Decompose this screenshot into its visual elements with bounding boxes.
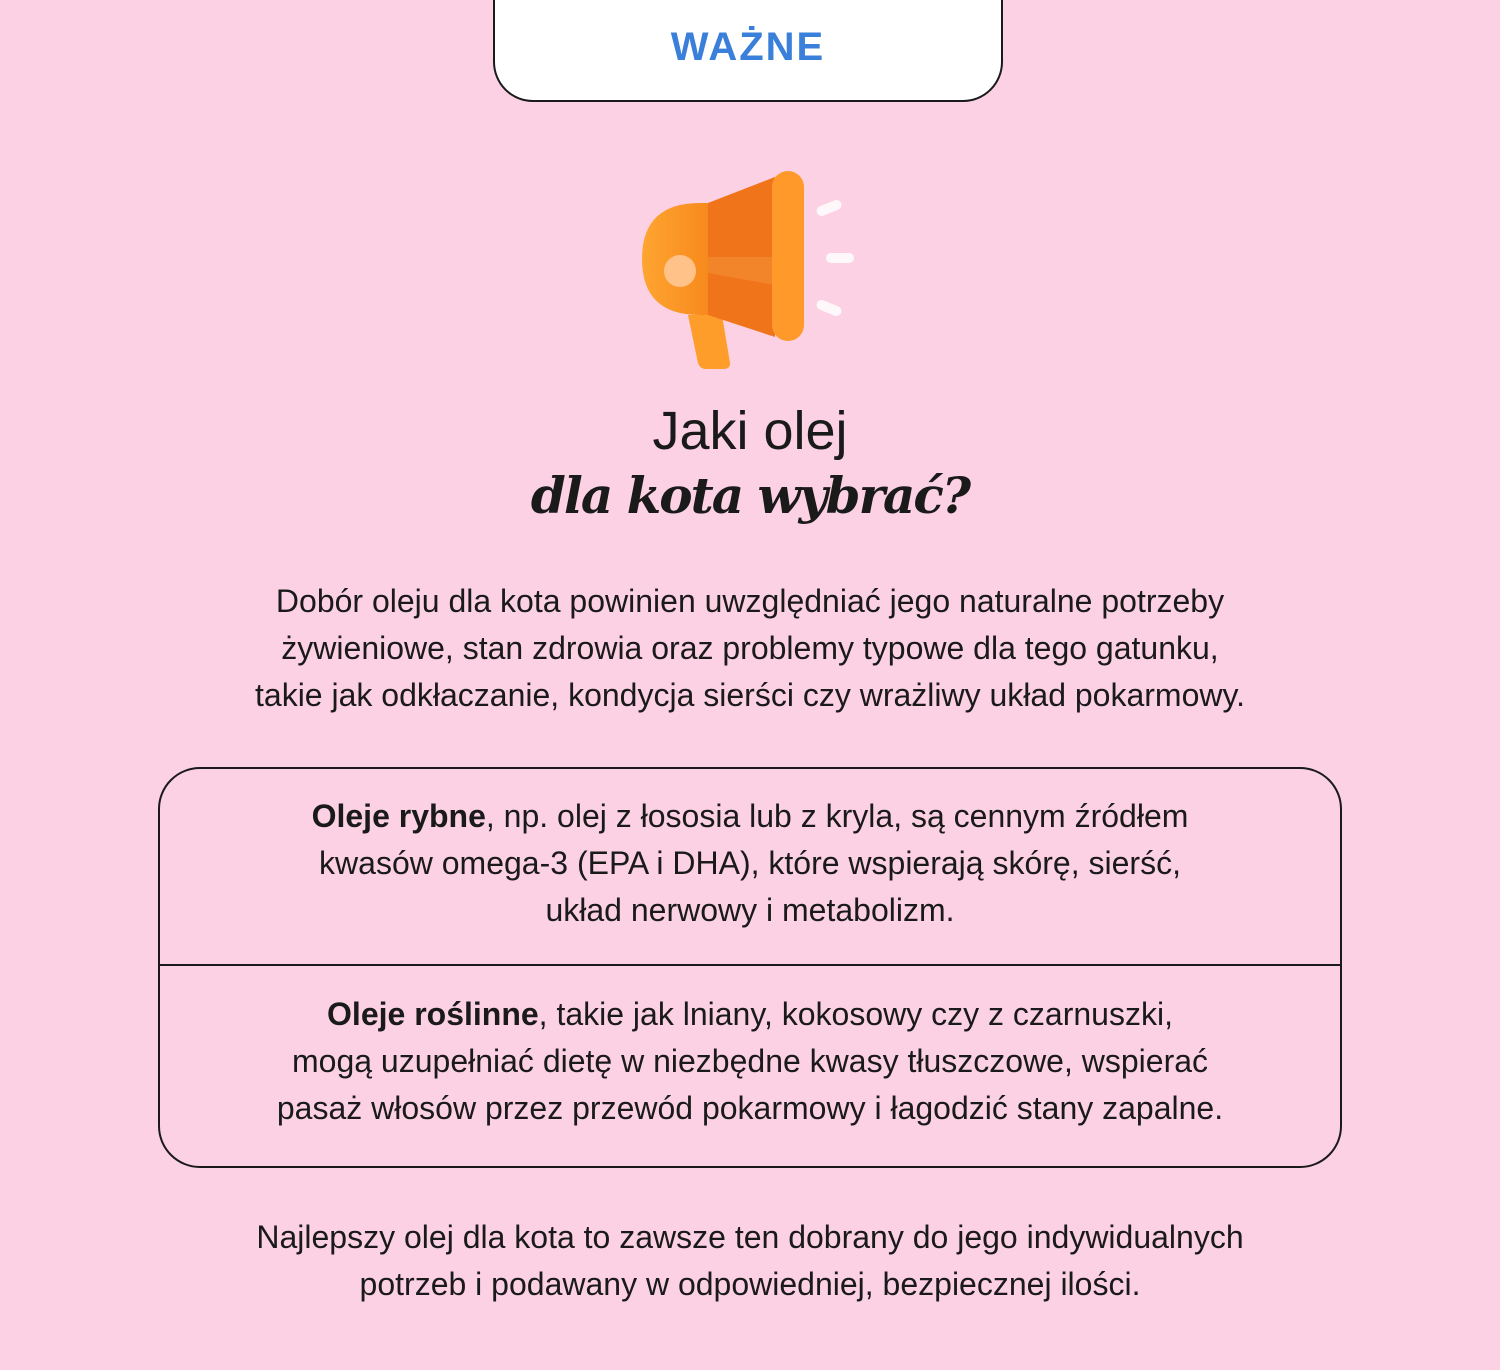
title-line-1: Jaki olej: [652, 401, 848, 461]
divider: [160, 964, 1340, 966]
megaphone-icon: [642, 171, 854, 369]
intro-paragraph: Dobór oleju dla kota powinien uwzględnia…: [0, 578, 1500, 719]
fish-oils-text: , np. olej z łososia lub z kryla, są cen…: [485, 798, 1189, 834]
oil-types-box: Oleje rybne, np. olej z łososia lub z kr…: [158, 767, 1342, 1168]
plant-oils-item: Oleje roślinne, takie jak lniany, kokoso…: [160, 991, 1340, 1132]
plant-oils-text: mogą uzupełniać dietę w niezbędne kwasy …: [291, 1043, 1209, 1079]
intro-line: żywieniowe, stan zdrowia oraz problemy t…: [281, 630, 1219, 666]
plant-oils-heading: Oleje roślinne: [327, 996, 539, 1032]
intro-line: Dobór oleju dla kota powinien uwzględnia…: [275, 583, 1225, 619]
fish-oils-item: Oleje rybne, np. olej z łososia lub z kr…: [160, 793, 1340, 934]
fish-oils-heading: Oleje rybne: [311, 798, 486, 834]
intro-line: takie jak odkłaczanie, kondycja sierści …: [255, 677, 1245, 713]
important-label: WAŻNE: [670, 24, 826, 69]
plant-oils-text: , takie jak lniany, kokosowy czy z czarn…: [538, 996, 1173, 1032]
summary-line: potrzeb i podawany w odpowiedniej, bezpi…: [359, 1266, 1141, 1302]
fish-oils-text: układ nerwowy i metabolizm.: [545, 892, 955, 928]
important-tab: WAŻNE: [493, 0, 1003, 102]
summary-line: Najlepszy olej dla kota to zawsze ten do…: [256, 1219, 1244, 1255]
summary-paragraph: Najlepszy olej dla kota to zawsze ten do…: [0, 1214, 1500, 1308]
title-line-2: dla kota wybrać?: [530, 466, 971, 525]
plant-oils-text: pasaż włosów przez przewód pokarmowy i ł…: [276, 1090, 1224, 1126]
fish-oils-text: kwasów omega-3 (EPA i DHA), które wspier…: [319, 845, 1181, 881]
